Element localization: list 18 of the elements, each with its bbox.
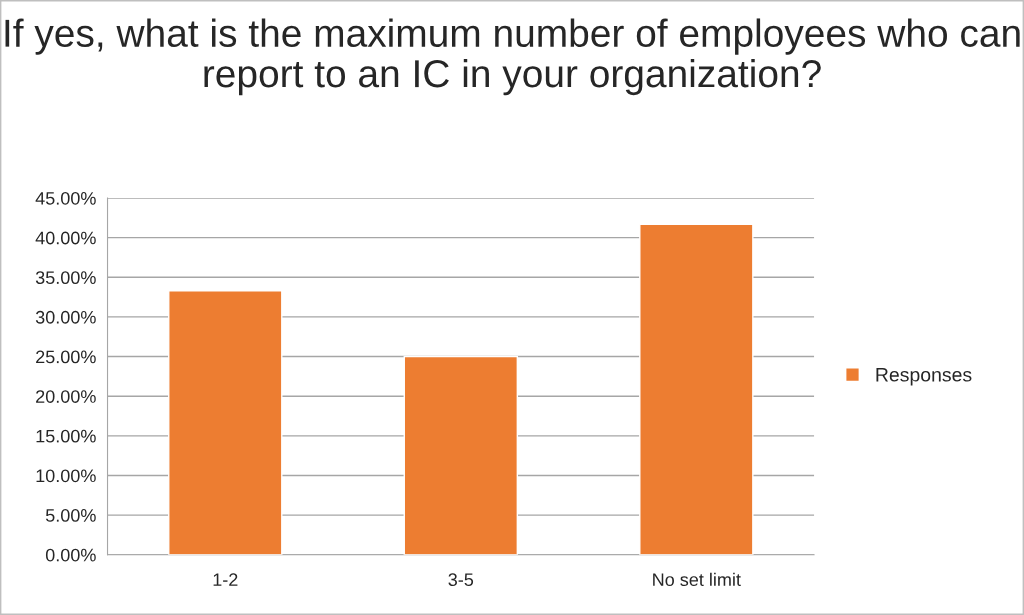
x-tick-label: No set limit (653, 572, 741, 587)
y-tick-label: 15.00% (36, 429, 96, 443)
x-tick-label: 3-5 (448, 573, 474, 587)
x-tick-label: 1-2 (213, 573, 238, 586)
y-tick-label: 0.00% (45, 548, 96, 562)
y-tick-label: 45.00% (35, 191, 96, 205)
chart-title: If yes, what is the maximum number of employees who can report to an IC in your organization? (5, 18, 1020, 96)
bar (639, 223, 754, 555)
legend-label: Responses (876, 368, 972, 386)
y-tick-label: 20.00% (36, 390, 96, 403)
y-tick-label: 30.00% (35, 310, 96, 324)
y-tick-label: 40.00% (35, 231, 96, 245)
y-tick-label: 25.00% (36, 350, 96, 364)
bar (168, 290, 283, 555)
bar (403, 355, 519, 555)
y-tick-label: 10.00% (36, 469, 96, 483)
y-tick-label: 5.00% (45, 509, 96, 522)
y-tick-label: 35.00% (35, 271, 96, 285)
